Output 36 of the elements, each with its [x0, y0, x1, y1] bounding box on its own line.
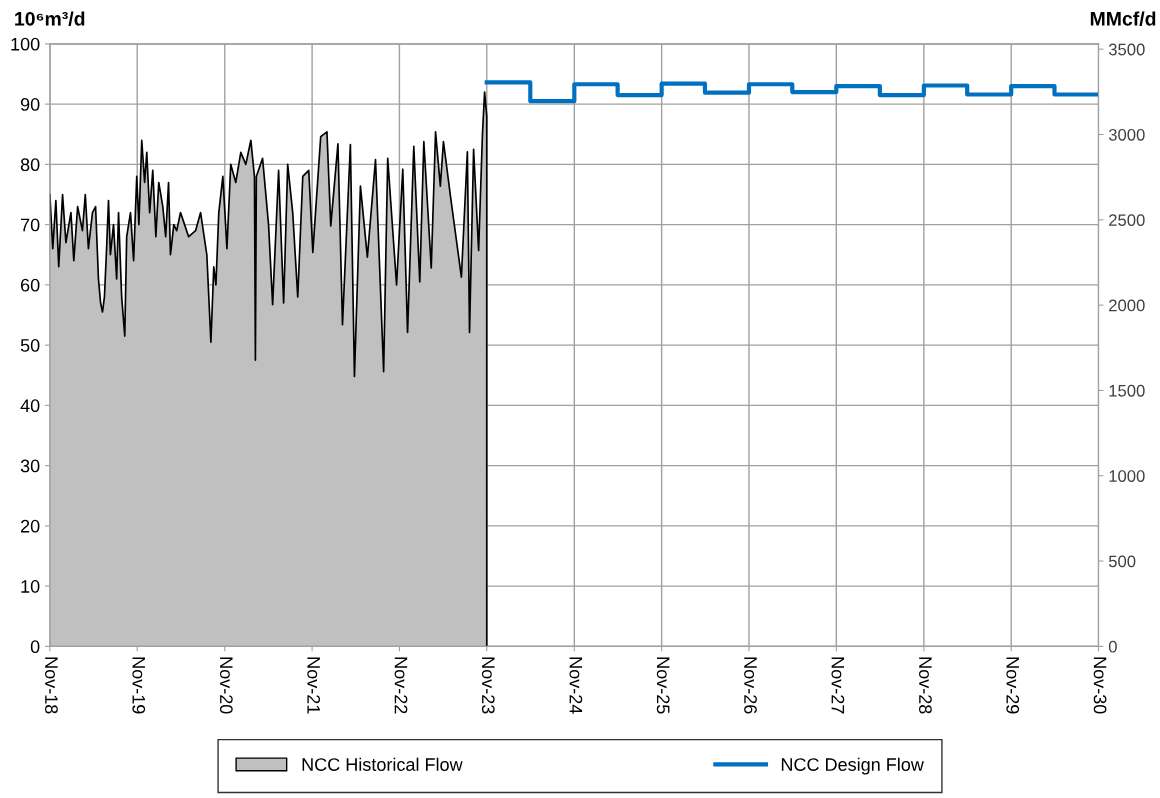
x-tick-label: Nov-24 [569, 657, 583, 714]
y2-tick-label: 500 [1108, 555, 1136, 568]
x-tick-label: Nov-20 [219, 657, 233, 714]
x-tick-label: Nov-27 [831, 657, 845, 714]
y-tick-label: 10 [21, 580, 40, 593]
y-tick-label: 60 [20, 278, 40, 292]
y-tick-label: 90 [20, 98, 40, 111]
y2-tick-label: 1500 [1109, 384, 1145, 397]
y2-tick-label: 0 [1108, 640, 1117, 653]
y-tick-label: 0 [30, 640, 40, 654]
y-tick-label: 40 [20, 399, 40, 413]
y2-tick-label: 3500 [1108, 43, 1145, 56]
y2-axis-title: MMcf/d [1090, 11, 1156, 26]
x-tick-label: Nov-19 [132, 657, 146, 714]
y-tick-label: 30 [20, 459, 40, 473]
x-tick-label: Nov-28 [919, 657, 932, 714]
y2-tick-label: 2000 [1109, 299, 1145, 312]
x-tick-label: Nov-30 [1093, 657, 1107, 714]
y2-tick-label: 1000 [1109, 470, 1145, 482]
y-tick-label: 80 [20, 158, 40, 172]
y-axis-title: 10⁶m³/d [15, 11, 85, 26]
y-tick-label: 20 [20, 519, 40, 533]
x-tick-label: Nov-22 [394, 657, 408, 714]
x-tick-label: Nov-21 [307, 657, 321, 714]
y-tick-label: 100 [11, 37, 40, 51]
x-tick-label: Nov-23 [481, 657, 495, 714]
y-tick-label: 70 [21, 218, 40, 232]
x-tick-label: Nov-29 [1006, 657, 1020, 714]
y-tick-label: 50 [20, 339, 40, 352]
x-tick-label: Nov-25 [656, 657, 670, 714]
x-tick-label: Nov-18 [45, 657, 58, 714]
y2-tick-label: 2500 [1109, 214, 1145, 227]
x-tick-label: Nov-26 [744, 657, 757, 714]
legend-label: NCC Design Flow [781, 757, 924, 775]
legend-label: NCC Historical Flow [302, 757, 463, 771]
y2-tick-label: 3000 [1108, 128, 1145, 141]
